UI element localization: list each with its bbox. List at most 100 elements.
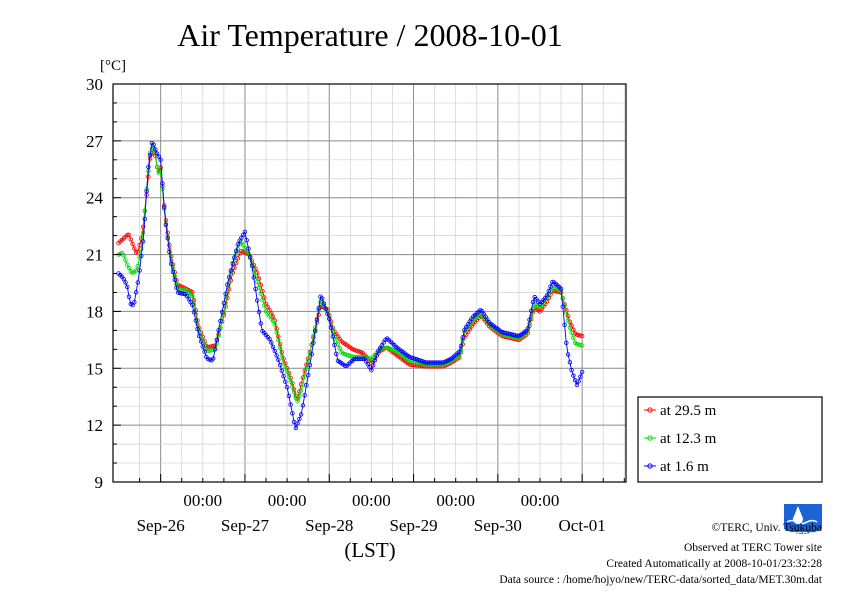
data-point	[272, 322, 277, 327]
data-point	[140, 230, 146, 235]
data-point	[167, 249, 172, 255]
data-point	[170, 269, 176, 275]
data-point	[161, 204, 167, 210]
legend-box	[637, 396, 823, 483]
data-point	[251, 275, 256, 280]
series-layer	[116, 140, 585, 431]
data-point	[142, 216, 147, 222]
data-point	[244, 237, 249, 243]
data-point	[197, 334, 202, 339]
data-point	[126, 232, 132, 237]
data-point	[251, 267, 256, 273]
data-point	[458, 343, 464, 349]
data-point	[300, 403, 306, 408]
data-point	[211, 356, 216, 361]
data-point	[360, 356, 365, 361]
data-point	[174, 285, 179, 290]
data-point	[125, 262, 130, 267]
data-point	[525, 326, 530, 331]
data-point	[258, 291, 263, 296]
data-point	[284, 369, 290, 375]
data-point	[139, 246, 144, 252]
data-point	[529, 313, 534, 319]
data-point	[295, 398, 300, 404]
data-point	[558, 286, 564, 291]
data-point	[330, 334, 335, 339]
legend-marker	[647, 435, 653, 441]
data-point	[132, 246, 137, 251]
data-point	[135, 263, 140, 269]
x-time-label: 00:00	[183, 491, 222, 510]
y-axis-unit: [°C]	[100, 58, 126, 74]
data-point	[269, 340, 274, 345]
logo-text: TERC	[792, 531, 814, 540]
data-point	[290, 411, 295, 416]
data-point	[125, 284, 130, 290]
data-point	[311, 333, 316, 339]
data-point	[560, 295, 565, 301]
x-time-label: 00:00	[521, 491, 560, 510]
terc-logo: TERC	[784, 504, 822, 540]
data-point	[334, 338, 339, 343]
credit-datasource: Data source : /home/hojyo/new/TERC-data/…	[499, 574, 822, 586]
data-point	[332, 342, 337, 348]
data-point	[369, 368, 374, 373]
axes: 9 12 15 18 21 24 27 30 00:00 00:00 00:00 00:00 00:00…	[86, 75, 625, 535]
data-point	[270, 318, 276, 324]
y-tick-label: 15	[86, 359, 103, 378]
data-point	[126, 294, 132, 299]
credits: ©TERC, Univ. Tsukuba Observed at TERC To…	[499, 522, 822, 586]
data-point	[216, 328, 221, 333]
data-point	[291, 419, 297, 425]
data-point	[228, 268, 234, 273]
data-point	[135, 280, 140, 285]
data-point	[571, 373, 576, 378]
data-point	[307, 362, 313, 368]
data-point	[232, 265, 237, 270]
data-point	[562, 322, 567, 327]
legend-marker	[647, 407, 653, 413]
data-point	[139, 253, 144, 259]
data-point	[126, 265, 132, 271]
data-point	[565, 352, 571, 357]
data-point	[198, 339, 204, 344]
data-point	[565, 314, 571, 319]
data-point	[181, 291, 186, 296]
data-point	[274, 330, 279, 335]
data-point	[527, 317, 532, 322]
legend-label: at 12.3 m	[660, 431, 717, 447]
data-point	[302, 393, 307, 398]
legend-items: at 29.5 m at 12.3 m at 1.6 m	[644, 403, 717, 475]
data-point	[193, 318, 198, 323]
x-date-label: Sep-29	[389, 516, 437, 535]
credit-site: Observed at TERC Tower site	[684, 542, 822, 554]
data-point	[330, 329, 335, 334]
data-point	[140, 239, 146, 244]
data-point	[337, 346, 342, 351]
y-tick-label: 9	[95, 473, 104, 492]
data-point	[270, 344, 276, 349]
data-point	[372, 358, 378, 363]
data-point	[328, 325, 334, 330]
data-point	[242, 229, 248, 234]
data-point	[276, 357, 281, 362]
data-point	[260, 297, 265, 302]
logo-drop-icon	[793, 506, 804, 524]
data-point	[225, 282, 230, 287]
data-point	[255, 298, 260, 303]
data-point	[574, 382, 580, 387]
y-tick-label: 30	[86, 75, 103, 94]
data-point	[195, 322, 200, 327]
data-point	[218, 318, 223, 324]
data-point	[297, 393, 302, 399]
data-point	[255, 279, 260, 284]
data-point	[246, 251, 251, 256]
data-point	[256, 309, 262, 315]
data-point	[321, 301, 327, 306]
data-point	[128, 237, 133, 242]
data-point	[214, 337, 220, 342]
data-point	[548, 284, 553, 289]
data-point	[306, 373, 311, 378]
data-point	[221, 300, 227, 306]
data-point	[457, 349, 462, 355]
